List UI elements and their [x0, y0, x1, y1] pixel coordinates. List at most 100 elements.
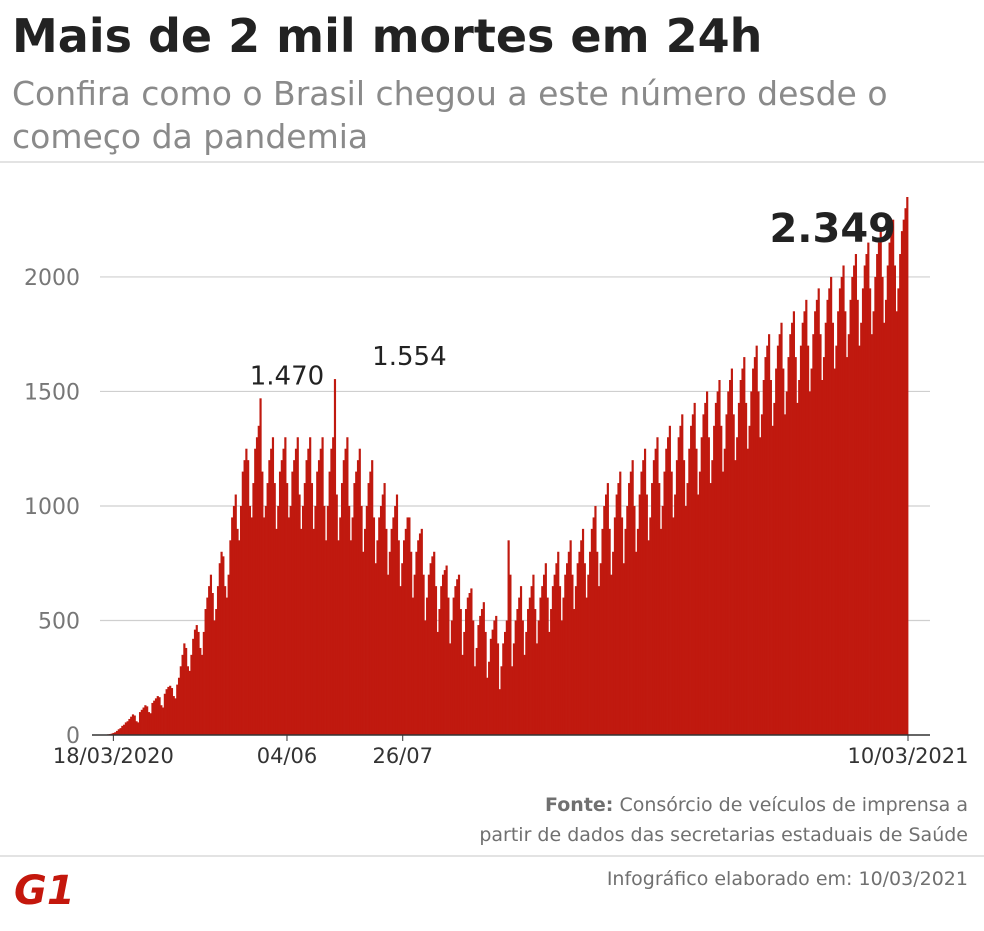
bar: [387, 574, 390, 735]
bar: [636, 528, 640, 735]
bar: [830, 276, 833, 735]
bar: [294, 448, 298, 735]
bar: [131, 714, 135, 735]
bar: [303, 483, 306, 735]
bar: [594, 505, 597, 735]
bar: [869, 288, 872, 735]
data-label: 1.554: [372, 342, 446, 372]
bar: [188, 670, 191, 735]
bar: [502, 643, 505, 735]
bar: [470, 588, 473, 735]
deaths-bar-chart: 0 500 1000 1500 2000 18/03/2020 04/06 26/07 10/0…: [24, 197, 969, 768]
bar: [840, 276, 843, 735]
bar: [619, 471, 622, 735]
bar: [652, 460, 656, 735]
bar: [385, 528, 388, 735]
bar: [259, 398, 262, 735]
bar: [698, 471, 702, 735]
bar: [782, 368, 785, 735]
bar: [585, 597, 588, 735]
bar: [842, 265, 845, 735]
bar: [268, 460, 271, 735]
bar: [215, 609, 218, 735]
bar: [753, 357, 757, 735]
bar: [783, 414, 787, 735]
bar: [826, 299, 829, 735]
bar: [865, 254, 868, 735]
bar: [422, 574, 425, 735]
bar: [590, 528, 593, 735]
bar: [610, 574, 613, 735]
bar: [877, 242, 881, 735]
bar: [239, 505, 243, 735]
bar: [743, 357, 746, 735]
bar: [681, 414, 684, 735]
bar: [711, 460, 714, 735]
bar: [365, 505, 368, 735]
bar: [849, 299, 852, 735]
bar: [426, 597, 429, 735]
bar: [899, 254, 902, 735]
bar: [137, 722, 140, 735]
bar: [176, 684, 179, 735]
bar: [397, 540, 400, 735]
bar: [149, 713, 152, 735]
bar: [349, 540, 353, 735]
bar: [744, 402, 748, 735]
bar: [339, 517, 342, 735]
bar: [801, 322, 804, 735]
bar: [411, 597, 415, 735]
bar: [316, 471, 319, 735]
bar: [707, 437, 710, 735]
bar: [684, 505, 687, 735]
bar: [835, 345, 838, 735]
bar: [248, 505, 252, 735]
bar: [170, 688, 174, 735]
bar: [401, 563, 404, 735]
bar: [160, 705, 163, 735]
bar: [654, 448, 657, 735]
bar: [472, 620, 475, 735]
bar: [874, 276, 877, 735]
bar: [736, 437, 739, 735]
bar: [477, 625, 480, 735]
bar: [234, 494, 237, 735]
bar: [861, 288, 865, 735]
bar: [509, 574, 512, 735]
bar: [562, 597, 565, 735]
bar: [450, 620, 454, 735]
bar: [300, 528, 303, 735]
bar: [605, 494, 608, 735]
bar: [457, 574, 461, 735]
bar: [803, 311, 806, 735]
bar: [551, 586, 555, 735]
bar: [218, 563, 221, 735]
bar: [539, 597, 542, 735]
bar: [769, 380, 772, 735]
bar: [213, 620, 216, 735]
bar: [518, 597, 521, 735]
bar: [512, 643, 516, 735]
bar: [659, 528, 663, 735]
bar: [844, 311, 847, 735]
bar: [542, 574, 546, 735]
bar: [247, 460, 250, 735]
bar: [181, 654, 184, 735]
bar: [691, 414, 694, 735]
bar: [578, 551, 581, 735]
bar: [739, 380, 742, 735]
bar: [532, 574, 535, 735]
bar: [856, 299, 859, 735]
bar: [342, 460, 345, 735]
y-tick-label: 500: [38, 609, 80, 634]
bar: [390, 528, 393, 735]
bar: [140, 709, 143, 735]
bar: [863, 265, 866, 735]
bar: [403, 540, 406, 735]
bar: [305, 460, 308, 735]
bar: [833, 368, 836, 735]
source-line-2: partir de dados das secretarias estaduai…: [479, 824, 968, 846]
y-tick-label: 1000: [24, 495, 80, 520]
bar: [904, 208, 907, 736]
bar: [236, 528, 239, 735]
